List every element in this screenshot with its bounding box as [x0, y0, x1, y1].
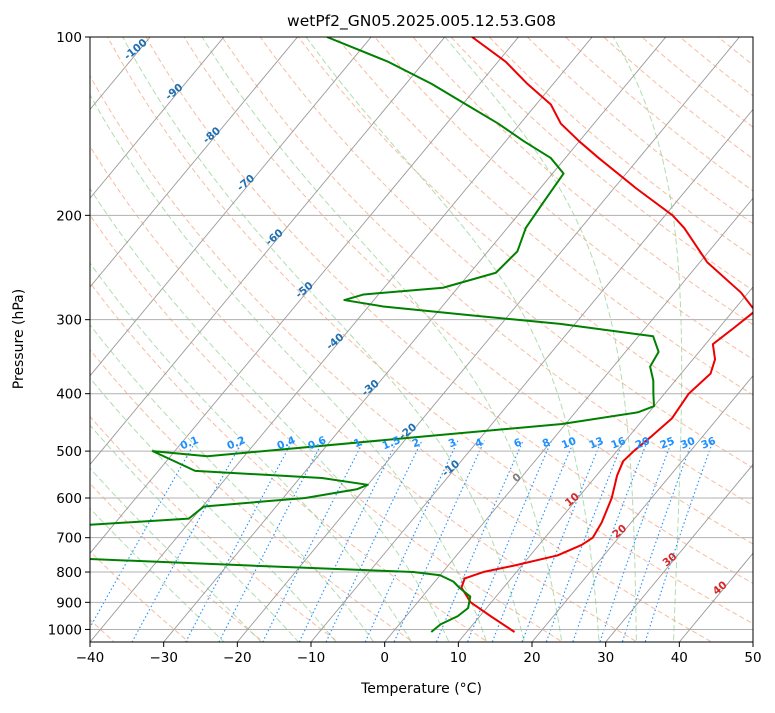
dry-adiabats	[90, 37, 753, 642]
mixing-ratio-label: 10	[560, 435, 578, 452]
x-axis-label: Temperature (°C)	[360, 681, 482, 697]
plot-frame	[89, 36, 754, 643]
x-tick-label: −20	[223, 650, 252, 666]
y-tick-label: 400	[56, 387, 82, 403]
mixing-ratio-label: 2	[411, 436, 422, 450]
dry-adiabat	[297, 37, 753, 432]
mixing-ratio-line	[644, 440, 714, 642]
isotherm	[90, 37, 520, 554]
isotherm	[90, 37, 225, 199]
dry-adiabat	[90, 145, 639, 642]
isotherm	[605, 463, 753, 642]
y-tick-label: 600	[56, 491, 82, 507]
y-axis: 100 200 300 400 500 600 700 800 900 1000	[48, 30, 90, 638]
y-tick-label: 300	[56, 313, 82, 329]
x-tick-label: 30	[597, 650, 614, 666]
isotherm	[310, 108, 753, 642]
mixing-ratio-label: 1	[352, 436, 363, 450]
dry-adiabat	[259, 37, 753, 469]
moist-adiabat	[90, 377, 337, 642]
y-tick-label: 100	[56, 30, 82, 46]
dry-adiabat	[221, 37, 753, 507]
isotherm	[163, 37, 667, 642]
mixing-ratio-label: 25	[658, 435, 676, 452]
mixing-ratio-line	[599, 440, 673, 642]
mixing-ratio-line	[621, 440, 693, 642]
isotherm	[90, 37, 299, 288]
y-tick-label: 700	[56, 531, 82, 547]
isotherm	[384, 197, 753, 642]
mixing-ratio-label: 13	[587, 435, 605, 452]
moist-adiabat	[90, 324, 375, 642]
mixing-ratio-label: 6	[512, 436, 523, 450]
y-tick-label: 500	[56, 444, 82, 460]
mixing-ratio-line	[491, 440, 575, 642]
dry-adiabat	[90, 74, 713, 642]
mixing-ratio-label: 20	[634, 435, 652, 452]
dry-adiabat	[374, 37, 753, 361]
mixing-ratio-label: 36	[700, 435, 718, 452]
dry-adiabat	[335, 37, 753, 396]
moist-adiabat	[90, 507, 225, 642]
dry-adiabat	[90, 281, 489, 642]
dry-adiabat	[602, 37, 753, 160]
isotherms	[90, 37, 753, 642]
x-axis: −40 −30 −20 −10 0 10 20 30 40 50	[76, 642, 762, 666]
mixing-ratio-label: 16	[609, 435, 627, 452]
mixing-ratio-line	[572, 440, 649, 642]
dry-adiabat	[183, 37, 753, 545]
x-tick-label: 20	[523, 650, 540, 666]
mixing-ratio-line	[262, 440, 365, 642]
moist-adiabat	[90, 93, 488, 642]
isotherm	[531, 375, 753, 642]
x-tick-label: 50	[744, 650, 761, 666]
plot-area	[90, 37, 753, 642]
y-axis-label: Pressure (hPa)	[11, 289, 27, 389]
isotherm	[457, 286, 753, 642]
dry-adiabat	[450, 37, 753, 291]
mixing-ratio-line	[435, 440, 524, 642]
mixing-ratio-label: 3	[447, 436, 458, 450]
dewpoint-line	[90, 37, 660, 633]
dry-adiabat	[564, 37, 753, 192]
isotherm	[90, 37, 446, 466]
y-tick-label: 1000	[48, 622, 82, 638]
dry-adiabat	[488, 37, 753, 258]
y-tick-label: 800	[56, 565, 82, 581]
mixing-ratio-label: 8	[541, 436, 552, 450]
x-tick-label: 0	[380, 650, 389, 666]
y-tick-label: 200	[56, 208, 82, 224]
mixing-ratio-label: 30	[679, 435, 697, 452]
moist-adiabat	[90, 187, 450, 642]
dry-adiabat	[90, 482, 265, 642]
x-tick-label: −10	[297, 650, 326, 666]
mixing-ratio-line	[521, 440, 602, 642]
dry-adiabat	[107, 37, 753, 625]
dry-adiabat	[90, 214, 564, 642]
sounding-series	[90, 37, 753, 633]
x-tick-label: −30	[149, 650, 178, 666]
dry-adiabat	[145, 37, 753, 584]
moist-adiabat	[122, 37, 525, 642]
mixing-ratio-label: 4	[473, 436, 484, 450]
mixing-ratio-line	[325, 440, 423, 642]
mixing-ratio-line	[545, 440, 624, 642]
mixing-ratio-line	[218, 440, 324, 642]
isotherm	[90, 37, 593, 642]
isotherm	[236, 37, 741, 642]
moist-adiabat	[90, 262, 412, 642]
mixing-ratio-line	[298, 440, 398, 642]
x-tick-label: −40	[76, 650, 105, 666]
moist-adiabat	[444, 37, 637, 642]
x-tick-label: 40	[671, 650, 688, 666]
chart-title: wetPf2_GN05.2025.005.12.53.G08	[287, 12, 556, 31]
y-tick-label: 900	[56, 595, 82, 611]
mixing-ratio-line	[466, 440, 553, 642]
moist-adiabat	[305, 37, 600, 642]
x-tick-label: 10	[450, 650, 467, 666]
temperature-line	[460, 37, 753, 633]
moist-adiabat	[90, 424, 300, 642]
isotherm	[90, 37, 372, 377]
